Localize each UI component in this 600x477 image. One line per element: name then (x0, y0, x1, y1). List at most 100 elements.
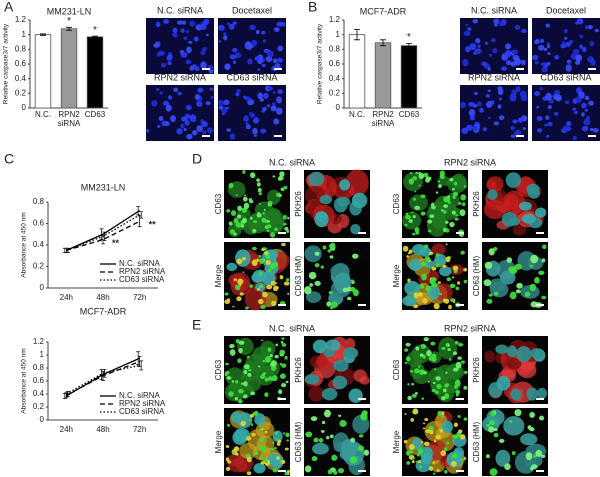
panel-letter: E (192, 317, 201, 333)
cell-signal (256, 178, 260, 182)
y-tick-label: 0.4 (33, 389, 45, 398)
cell-signal (264, 251, 269, 256)
cell-signal (272, 91, 276, 94)
cell-signal (439, 428, 443, 433)
cell-signal (236, 258, 243, 265)
cell-signal (281, 363, 287, 368)
cell-signal (476, 101, 482, 107)
micrograph (402, 336, 468, 404)
cell-signal (504, 463, 511, 471)
cell-signal (539, 415, 545, 421)
cell-signal (172, 33, 176, 37)
cell-signal (327, 469, 333, 475)
cell-signal (564, 36, 568, 40)
cell-signal (194, 94, 200, 100)
cell-signal (512, 224, 527, 236)
chart-title: MM231-LN (81, 182, 126, 192)
cell-signal (250, 172, 256, 179)
cell-signal (484, 350, 496, 363)
cell-signal (417, 292, 424, 297)
cell-signal (264, 430, 268, 434)
cell-signal (229, 344, 235, 348)
cell-signal (590, 59, 596, 66)
cell-signal (460, 458, 464, 462)
cell-signal (547, 52, 551, 55)
cell-signal (284, 226, 289, 231)
legend-label: N.C. siRNA (119, 391, 161, 400)
cell-signal (347, 296, 352, 301)
cell-signal (435, 263, 439, 268)
cell-signal (428, 425, 434, 432)
cell-signal (473, 125, 478, 131)
cell-signal (243, 364, 250, 370)
cell-signal (572, 107, 576, 111)
cell-signal (581, 112, 585, 117)
cell-signal (237, 214, 242, 219)
cell-signal (419, 353, 424, 357)
legend-label: N.C. siRNA (119, 259, 161, 268)
cell-signal (225, 466, 231, 472)
cell-signal (408, 444, 415, 451)
cell-signal (313, 437, 319, 443)
cell-signal (348, 388, 363, 403)
cell-signal (270, 231, 276, 238)
cell-signal (424, 417, 429, 422)
cell-signal (281, 342, 287, 347)
cell-signal (407, 395, 412, 401)
cell-signal (463, 457, 467, 460)
y-tick-label: 0.6 (33, 219, 45, 228)
cell-signal (261, 248, 265, 251)
cell-signal (176, 20, 183, 25)
cell-signal (151, 100, 158, 107)
cell-signal (218, 24, 225, 31)
cell-signal (414, 368, 420, 374)
y-tick-label: 0 (336, 103, 341, 112)
y-tick-label: 1 (40, 350, 45, 359)
y-tick-label: 0 (22, 103, 27, 112)
cell-signal (495, 449, 511, 467)
cell-signal (479, 107, 484, 113)
cell-signal (547, 44, 551, 48)
cell-signal (242, 196, 248, 202)
cell-signal (436, 469, 440, 472)
y-tick-label: 1.2 (15, 15, 27, 24)
cell-signal (357, 445, 365, 452)
cell-signal (243, 194, 247, 197)
cell-signal (488, 248, 495, 256)
chart-title: MCF7-ADR (80, 306, 127, 316)
cell-signal (435, 253, 440, 258)
cell-signal (442, 388, 447, 393)
cell-signal (415, 460, 419, 463)
cell-signal (186, 133, 193, 140)
micrograph (304, 336, 370, 404)
cell-signal (279, 171, 285, 177)
cell-signal (493, 432, 499, 438)
cell-signal (261, 448, 267, 453)
cell-signal (306, 291, 322, 303)
cell-signal (574, 110, 579, 115)
cell-signal (422, 422, 426, 425)
micrograph (304, 408, 370, 476)
cell-signal (263, 92, 269, 99)
cell-signal (431, 243, 446, 256)
cell-signal (426, 349, 432, 357)
cell-signal (490, 411, 496, 417)
cell-signal (332, 375, 348, 390)
cell-signal (269, 354, 273, 358)
cell-signal (406, 461, 411, 465)
cell-signal (172, 27, 178, 34)
cell-signal (167, 61, 172, 66)
cell-signal (350, 286, 356, 292)
cell-signal (429, 278, 436, 285)
cell-signal (566, 121, 572, 127)
significance: ** (149, 220, 157, 230)
micrograph (224, 170, 290, 238)
cell-signal (281, 383, 287, 388)
cell-signal (274, 431, 278, 435)
cell-signal (586, 115, 591, 120)
cell-signal (223, 35, 228, 41)
cell-signal (445, 228, 450, 233)
channel-label: PKH26 (472, 357, 481, 383)
cell-signal (270, 366, 277, 372)
cell-signal (404, 280, 420, 296)
